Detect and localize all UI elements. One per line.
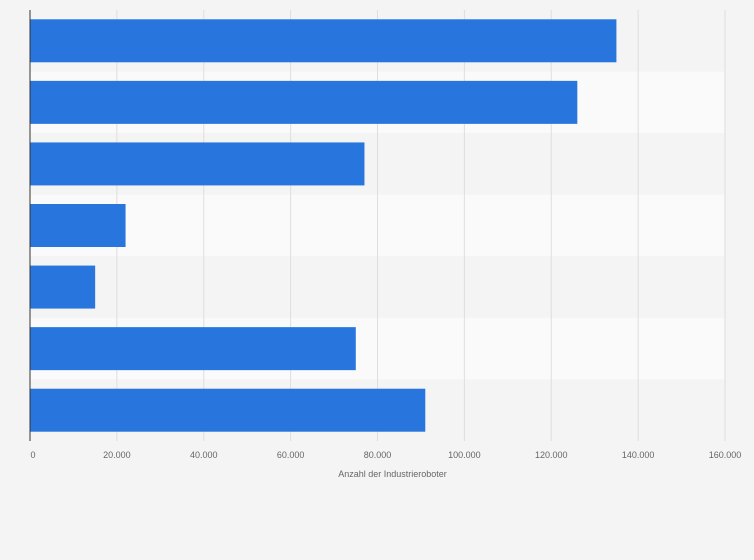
bar-1[interactable] [30,80,578,124]
bar-2[interactable] [30,142,365,186]
x-axis-title: Anzahl der Industrieroboter [338,469,447,479]
x-tick-label-7: 140.000 [622,450,655,460]
x-tick-label-1: 20.000 [103,450,131,460]
bar-6[interactable] [30,388,426,432]
x-tick-label-4: 80.000 [364,450,392,460]
x-tick-label-3: 60.000 [277,450,305,460]
x-tick-label-5: 100.000 [448,450,481,460]
x-axis-ticks: 0 20.000 40.000 60.000 80.000 100.000 120.000 1… [30,450,741,460]
x-tick-label-6: 120.000 [535,450,568,460]
bars [30,19,617,432]
bar-5[interactable] [30,327,356,371]
x-tick-label-2: 40.000 [190,450,218,460]
x-tick-label-8: 160.000 [709,450,742,460]
bar-0[interactable] [30,19,617,63]
bar-3[interactable] [30,204,126,247]
bar-4[interactable] [30,265,96,309]
x-tick-label-0: 0 [30,450,35,460]
